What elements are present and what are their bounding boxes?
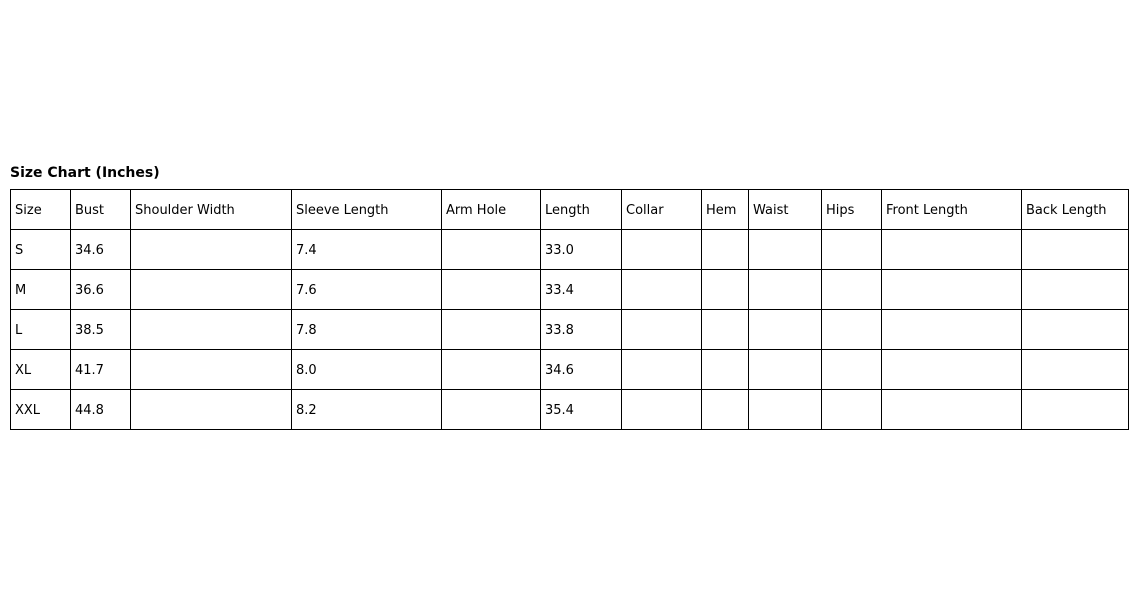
cell-s-size: S bbox=[10, 229, 71, 270]
cell-l-shoulder-width bbox=[130, 309, 292, 350]
cell-xl-hem bbox=[701, 349, 749, 390]
table-body: S 34.6 7.4 33.0 M 36.6 7.6 33.4 L 38.5 7.8 33.8 XL 41… bbox=[10, 229, 1129, 430]
cell-l-waist bbox=[748, 309, 822, 350]
cell-xxl-hem bbox=[701, 389, 749, 430]
cell-m-shoulder-width bbox=[130, 269, 292, 310]
cell-xl-shoulder-width bbox=[130, 349, 292, 390]
cell-s-waist bbox=[748, 229, 822, 270]
cell-m-collar bbox=[621, 269, 702, 310]
cell-xl-length: 34.6 bbox=[540, 349, 622, 390]
cell-m-hem bbox=[701, 269, 749, 310]
cell-xxl-waist bbox=[748, 389, 822, 430]
cell-xl-back-length bbox=[1021, 349, 1129, 390]
cell-xxl-front-length bbox=[881, 389, 1022, 430]
cell-m-hips bbox=[821, 269, 882, 310]
cell-l-collar bbox=[621, 309, 702, 350]
cell-xl-front-length bbox=[881, 349, 1022, 390]
column-header-sleeve-length: Sleeve Length bbox=[291, 189, 442, 230]
cell-m-size: M bbox=[10, 269, 71, 310]
size-chart-table: Size Bust Shoulder Width Sleeve Length Arm H… bbox=[10, 189, 1129, 430]
column-header-collar: Collar bbox=[621, 189, 702, 230]
cell-l-bust: 38.5 bbox=[70, 309, 131, 350]
cell-l-hem bbox=[701, 309, 749, 350]
cell-l-size: L bbox=[10, 309, 71, 350]
cell-s-arm-hole bbox=[441, 229, 541, 270]
cell-l-back-length bbox=[1021, 309, 1129, 350]
cell-xxl-sleeve-length: 8.2 bbox=[291, 389, 442, 430]
cell-m-front-length bbox=[881, 269, 1022, 310]
header-row: Size Bust Shoulder Width Sleeve Length Arm H… bbox=[10, 189, 1129, 230]
cell-xl-hips bbox=[821, 349, 882, 390]
cell-xxl-back-length bbox=[1021, 389, 1129, 430]
cell-xxl-hips bbox=[821, 389, 882, 430]
cell-s-hem bbox=[701, 229, 749, 270]
table-row-l: L 38.5 7.8 33.8 bbox=[10, 309, 1129, 350]
column-header-size: Size bbox=[10, 189, 71, 230]
cell-l-arm-hole bbox=[441, 309, 541, 350]
column-header-back-length: Back Length bbox=[1021, 189, 1129, 230]
cell-l-hips bbox=[821, 309, 882, 350]
column-header-shoulder-width: Shoulder Width bbox=[130, 189, 292, 230]
cell-xxl-length: 35.4 bbox=[540, 389, 622, 430]
cell-xl-arm-hole bbox=[441, 349, 541, 390]
cell-m-bust: 36.6 bbox=[70, 269, 131, 310]
table-row-s: S 34.6 7.4 33.0 bbox=[10, 229, 1129, 270]
cell-m-back-length bbox=[1021, 269, 1129, 310]
cell-xxl-shoulder-width bbox=[130, 389, 292, 430]
cell-xl-size: XL bbox=[10, 349, 71, 390]
cell-l-length: 33.8 bbox=[540, 309, 622, 350]
cell-xl-sleeve-length: 8.0 bbox=[291, 349, 442, 390]
cell-m-length: 33.4 bbox=[540, 269, 622, 310]
column-header-bust: Bust bbox=[70, 189, 131, 230]
cell-s-collar bbox=[621, 229, 702, 270]
table-row-m: M 36.6 7.6 33.4 bbox=[10, 269, 1129, 310]
column-header-front-length: Front Length bbox=[881, 189, 1022, 230]
cell-s-front-length bbox=[881, 229, 1022, 270]
column-header-waist: Waist bbox=[748, 189, 822, 230]
cell-xl-waist bbox=[748, 349, 822, 390]
table-row-xl: XL 41.7 8.0 34.6 bbox=[10, 349, 1129, 390]
table-row-xxl: XXL 44.8 8.2 35.4 bbox=[10, 389, 1129, 430]
cell-xxl-size: XXL bbox=[10, 389, 71, 430]
cell-s-shoulder-width bbox=[130, 229, 292, 270]
cell-m-arm-hole bbox=[441, 269, 541, 310]
column-header-arm-hole: Arm Hole bbox=[441, 189, 541, 230]
column-header-hips: Hips bbox=[821, 189, 882, 230]
cell-xxl-arm-hole bbox=[441, 389, 541, 430]
cell-m-waist bbox=[748, 269, 822, 310]
cell-xxl-collar bbox=[621, 389, 702, 430]
cell-s-length: 33.0 bbox=[540, 229, 622, 270]
cell-s-hips bbox=[821, 229, 882, 270]
cell-xxl-bust: 44.8 bbox=[70, 389, 131, 430]
cell-xl-bust: 41.7 bbox=[70, 349, 131, 390]
cell-s-bust: 34.6 bbox=[70, 229, 131, 270]
cell-xl-collar bbox=[621, 349, 702, 390]
column-header-hem: Hem bbox=[701, 189, 749, 230]
column-header-length: Length bbox=[540, 189, 622, 230]
cell-s-sleeve-length: 7.4 bbox=[291, 229, 442, 270]
cell-l-sleeve-length: 7.8 bbox=[291, 309, 442, 350]
cell-m-sleeve-length: 7.6 bbox=[291, 269, 442, 310]
size-chart-title: Size Chart (Inches) bbox=[10, 165, 160, 181]
cell-s-back-length bbox=[1021, 229, 1129, 270]
cell-l-front-length bbox=[881, 309, 1022, 350]
